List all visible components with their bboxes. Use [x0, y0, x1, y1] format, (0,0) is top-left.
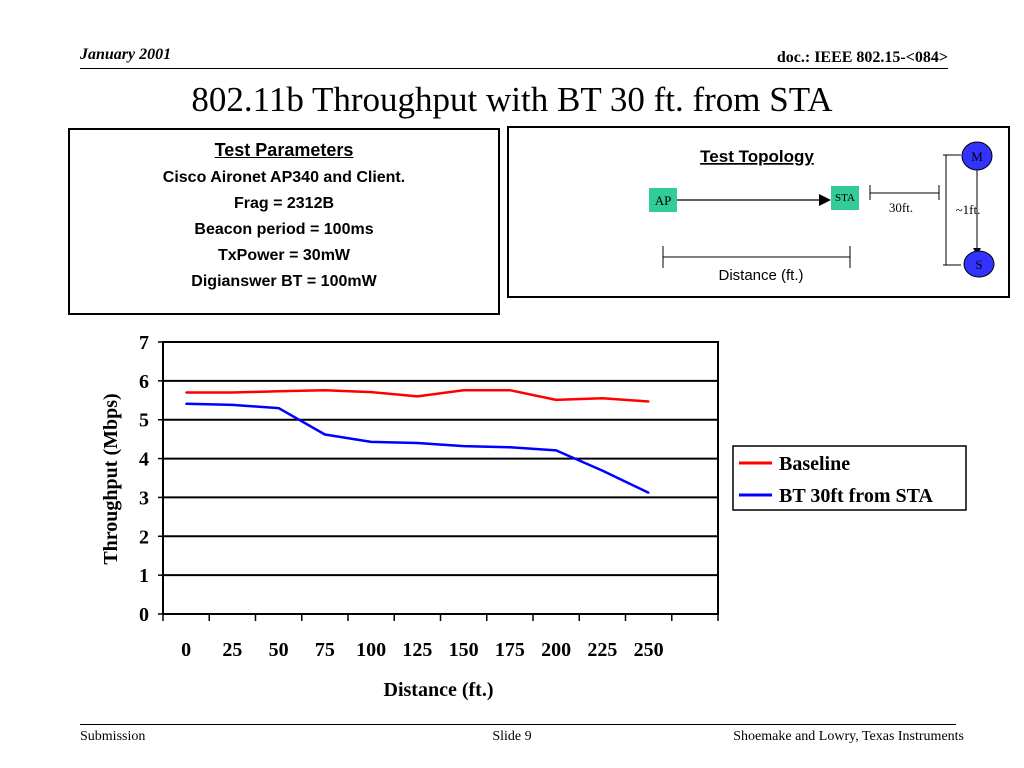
parameter-line: TxPower = 30mW — [217, 247, 351, 264]
data-point — [555, 398, 558, 401]
data-point — [508, 389, 511, 392]
parameter-line: Cisco Aironet AP340 and Client. — [162, 169, 406, 186]
y-tick-label: 2 — [139, 526, 149, 548]
header-rule — [80, 68, 948, 69]
dist-1ft-label: ~1ft. — [956, 202, 981, 217]
footer-slide-number: Slide 9 — [492, 729, 532, 744]
slide-title: 802.11b Throughput with BT 30 ft. from S… — [191, 80, 833, 119]
sta-node — [831, 186, 859, 210]
data-point — [508, 446, 511, 449]
x-tick-label: 25 — [222, 639, 242, 661]
data-point — [416, 395, 419, 398]
data-point — [370, 440, 373, 443]
x-tick-label: 125 — [402, 639, 432, 661]
y-tick-label: 5 — [139, 410, 149, 432]
x-tick-label: 225 — [587, 639, 617, 661]
x-tick-label: 0 — [181, 639, 191, 661]
bt-slave-node — [963, 250, 995, 278]
footer-authors: Shoemake and Lowry, Texas Instruments — [733, 729, 964, 744]
header-date: January 2001 — [80, 46, 172, 63]
data-point — [185, 402, 188, 405]
x-tick-label: 150 — [449, 639, 479, 661]
data-point — [462, 445, 465, 448]
legend-box — [732, 445, 967, 511]
parameters-title: Test Parameters — [214, 140, 354, 160]
header-doc-id: doc.: IEEE 802.15-<084> — [776, 49, 948, 66]
data-point — [185, 391, 188, 394]
data-point — [277, 390, 280, 393]
x-tick-label: 175 — [495, 639, 525, 661]
arrow-head-icon — [819, 194, 831, 206]
distance-label: Distance (ft.) — [718, 267, 803, 284]
data-point — [323, 433, 326, 436]
plot-area — [162, 341, 719, 615]
data-point — [323, 389, 326, 392]
x-tick-label: 100 — [356, 639, 386, 661]
y-tick-label: 1 — [139, 565, 149, 587]
topology-title: Test Topology — [700, 147, 814, 166]
x-tick-label: 250 — [634, 639, 664, 661]
y-axis-label: Throughput (Mbps) — [100, 393, 122, 564]
data-point — [462, 389, 465, 392]
footer-rule — [80, 724, 956, 725]
data-point — [647, 491, 650, 494]
m-label: M — [971, 149, 983, 164]
data-point — [231, 391, 234, 394]
data-point — [231, 403, 234, 406]
ap-node — [649, 188, 677, 212]
parameter-line: Beacon period = 100ms — [194, 221, 374, 238]
y-tick-label: 3 — [139, 487, 149, 509]
sta-label: STA — [835, 192, 855, 204]
data-point — [601, 397, 604, 400]
y-tick-label: 0 — [139, 604, 149, 626]
footer-submission: Submission — [80, 729, 146, 744]
data-point — [647, 400, 650, 403]
parameter-line: Digianswer BT = 100mW — [191, 273, 377, 290]
data-point — [277, 407, 280, 410]
data-point — [370, 391, 373, 394]
x-tick-label: 50 — [269, 639, 289, 661]
test-topology-box: Test Topology AP STA 30ft. ~1ft. M S Di — [507, 126, 1010, 298]
legend-entry: Baseline — [779, 453, 850, 475]
data-point — [416, 442, 419, 444]
parameter-line: Frag = 2312B — [233, 195, 335, 212]
dist-30ft-label: 30ft. — [889, 200, 913, 215]
test-parameters-box: Test Parameters Cisco Aironet AP340 and … — [68, 128, 500, 315]
y-tick-label: 6 — [139, 371, 149, 393]
x-tick-label: 200 — [541, 639, 571, 661]
x-axis-label: Distance (ft.) — [384, 679, 494, 701]
legend-entry: BT 30ft from STA — [779, 485, 933, 507]
s-label: S — [975, 257, 982, 272]
y-tick-label: 7 — [139, 332, 149, 354]
data-point — [555, 449, 558, 452]
topology-diagram: Test Topology AP STA 30ft. ~1ft. M S Di — [649, 141, 995, 284]
data-point — [601, 469, 604, 472]
ap-label: AP — [655, 193, 672, 208]
y-tick-label: 4 — [139, 449, 149, 471]
x-tick-label: 75 — [315, 639, 335, 661]
